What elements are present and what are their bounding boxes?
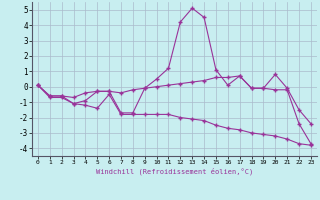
X-axis label: Windchill (Refroidissement éolien,°C): Windchill (Refroidissement éolien,°C) [96, 168, 253, 175]
